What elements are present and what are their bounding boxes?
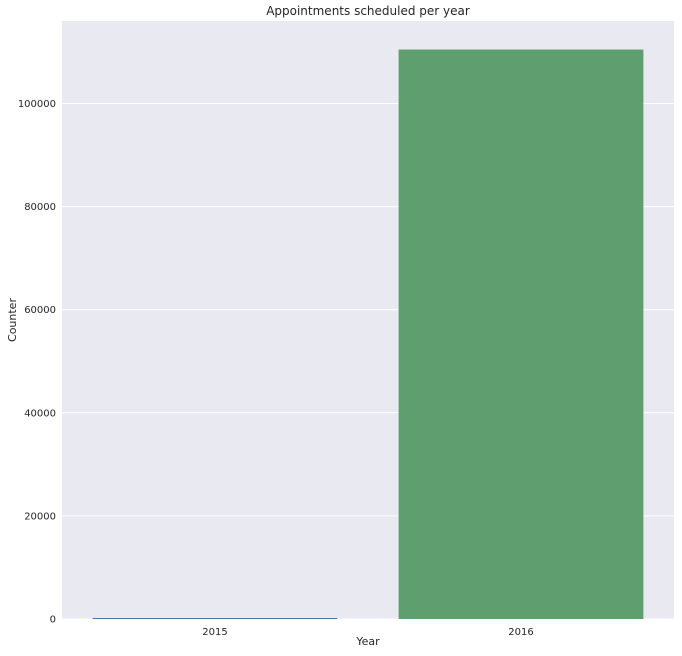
x-tick-labels: 2015 2016: [202, 627, 533, 638]
y-tick-label: 100000: [18, 99, 56, 110]
y-axis-label: Counter: [6, 298, 19, 342]
x-axis-label: Year: [355, 635, 380, 648]
bar-2015: [92, 618, 338, 619]
y-tick-label: 80000: [24, 202, 56, 213]
y-tick-labels: 0 20000 40000 60000 80000 100000: [18, 99, 56, 626]
x-tick-label: 2015: [202, 627, 227, 638]
bar-2016: [398, 49, 644, 620]
chart-title: Appointments scheduled per year: [266, 4, 470, 18]
y-tick-label: 60000: [24, 305, 56, 316]
y-tick-label: 0: [50, 615, 56, 626]
bars: [92, 49, 644, 620]
y-tick-label: 40000: [24, 408, 56, 419]
y-tick-label: 20000: [24, 511, 56, 522]
x-tick-label: 2016: [508, 627, 533, 638]
